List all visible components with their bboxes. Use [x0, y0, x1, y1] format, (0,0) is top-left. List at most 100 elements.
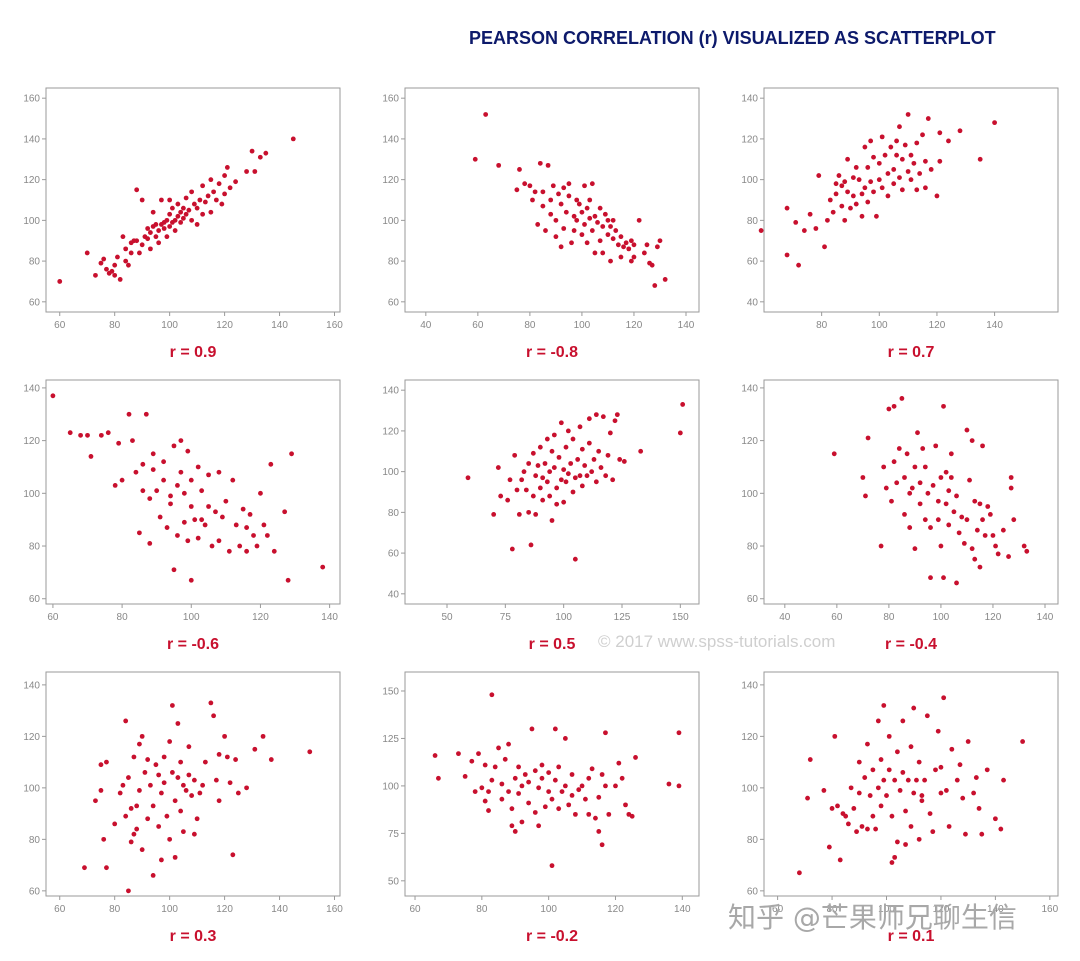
data-point [119, 477, 125, 483]
data-point [561, 226, 567, 231]
data-point [902, 475, 907, 480]
data-point [600, 250, 606, 256]
data-point [530, 197, 535, 203]
r-label: r = 0.3 [170, 928, 217, 945]
data-point [589, 469, 595, 475]
data-point [178, 209, 184, 215]
data-point [598, 465, 604, 470]
data-point [456, 751, 461, 757]
data-point [264, 533, 270, 538]
data-point [593, 479, 599, 485]
data-point [549, 448, 555, 454]
data-point [178, 469, 184, 475]
data-point [552, 777, 558, 783]
data-point [181, 490, 187, 496]
data-point [188, 477, 194, 483]
data-point [911, 790, 917, 796]
data-point [850, 175, 856, 181]
data-point [159, 790, 164, 796]
data-point [882, 152, 888, 158]
data-point [593, 412, 599, 418]
data-point [845, 156, 850, 162]
data-point [533, 512, 539, 517]
data-point [860, 475, 866, 480]
data-point [514, 187, 520, 193]
data-point [252, 746, 258, 752]
y-tick-label: 80 [29, 835, 41, 846]
data-point [829, 806, 835, 811]
data-point [579, 209, 585, 215]
data-point [161, 459, 167, 465]
data-point [227, 780, 233, 786]
data-point [873, 826, 879, 832]
data-point [963, 831, 968, 837]
data-point [257, 154, 263, 160]
data-point [582, 222, 587, 227]
data-point [891, 181, 897, 187]
y-tick-label: 100 [23, 783, 40, 794]
data-point [842, 179, 848, 185]
data-point [98, 432, 104, 438]
data-point [575, 457, 581, 462]
data-point [496, 162, 502, 168]
data-point [150, 873, 156, 878]
data-point [917, 171, 923, 176]
data-point [579, 483, 585, 489]
data-point [784, 205, 790, 211]
data-point [98, 788, 104, 793]
data-point [984, 767, 990, 773]
data-point [268, 757, 274, 762]
data-point [865, 826, 870, 832]
x-tick-label: 140 [1037, 612, 1054, 623]
data-point [126, 775, 131, 780]
data-point [156, 240, 162, 246]
data-point [199, 517, 205, 523]
y-tick-label: 60 [388, 297, 400, 308]
data-point [938, 475, 944, 480]
data-point [908, 744, 914, 750]
data-point [566, 802, 572, 808]
data-point [145, 236, 151, 242]
data-point [603, 730, 608, 736]
data-point [156, 824, 162, 829]
data-point [522, 772, 528, 777]
data-point [517, 167, 522, 172]
data-point [175, 775, 181, 780]
data-point [167, 211, 173, 217]
data-point [602, 211, 608, 217]
data-point [626, 246, 632, 252]
data-point [101, 836, 107, 842]
data-point [576, 201, 582, 207]
data-point [216, 798, 222, 804]
data-point [628, 258, 634, 264]
data-point [946, 522, 952, 528]
data-point [894, 480, 900, 486]
y-tick-label: 160 [382, 94, 399, 105]
data-point [587, 215, 593, 221]
data-point [881, 464, 887, 470]
data-point [539, 762, 545, 768]
data-point [830, 209, 836, 215]
data-point [941, 403, 946, 409]
data-point [934, 193, 940, 199]
data-point [93, 272, 98, 278]
data-point [194, 816, 200, 822]
data-point [237, 543, 243, 549]
data-point [596, 448, 602, 454]
x-tick-label: 140 [986, 320, 1003, 331]
x-tick-label: 140 [271, 904, 288, 915]
data-point [837, 857, 843, 863]
data-point [192, 517, 198, 523]
data-point [167, 739, 173, 744]
data-point [556, 454, 562, 460]
data-point [886, 767, 892, 773]
data-point [805, 795, 810, 801]
data-point [654, 244, 660, 250]
data-point [233, 757, 238, 762]
data-point [977, 156, 983, 162]
data-point [607, 430, 613, 436]
data-point [676, 783, 682, 789]
data-point [943, 788, 949, 793]
data-point [126, 262, 131, 268]
data-point [235, 790, 241, 796]
